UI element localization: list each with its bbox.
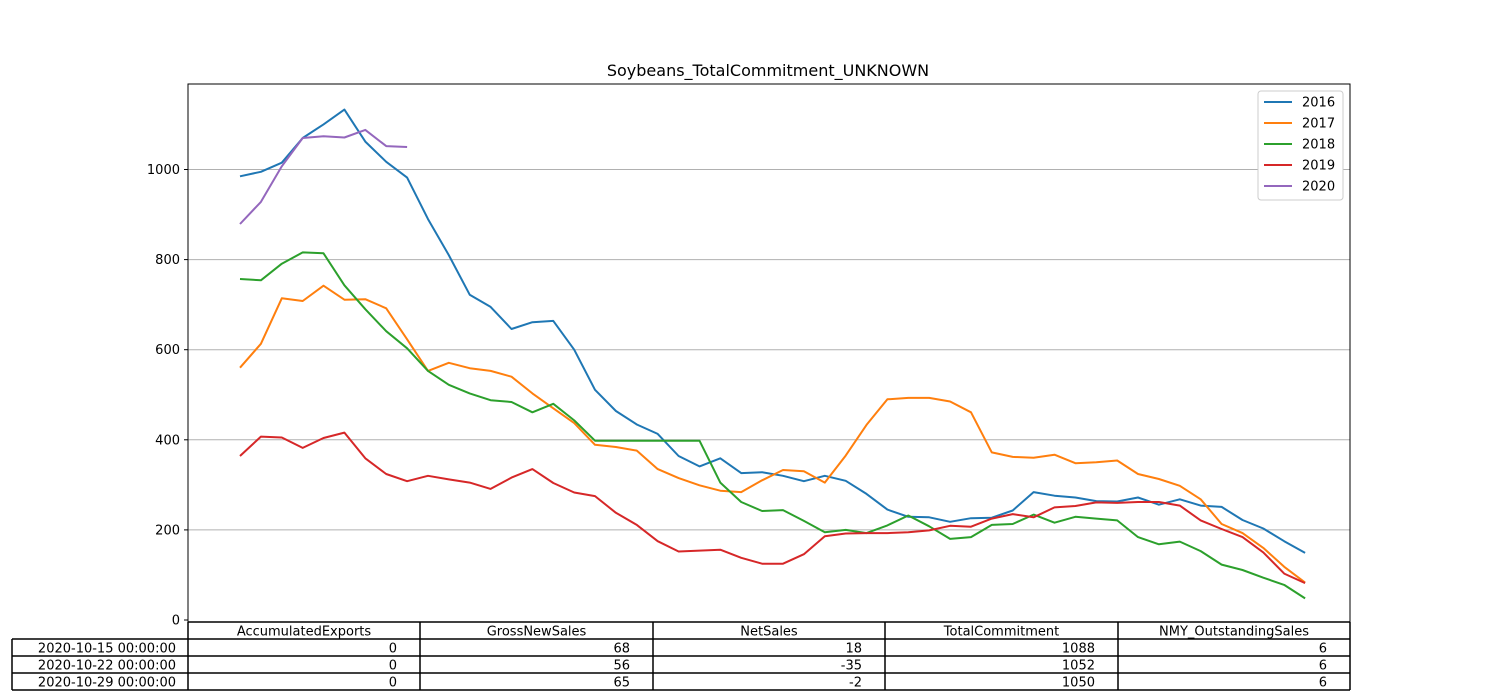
legend: 2016 2017 2018 2019 2020: [1257, 90, 1344, 201]
y-tick-label: 400: [155, 433, 180, 448]
table-cell: -2: [849, 676, 862, 691]
table-cell: 0: [389, 676, 397, 691]
legend-label-2019: 2019: [1302, 159, 1335, 174]
table-cell: 1052: [1062, 659, 1095, 674]
legend-label-2016: 2016: [1302, 96, 1335, 111]
legend-label-2017: 2017: [1302, 117, 1335, 132]
data-table: AccumulatedExports GrossNewSales NetSales T…: [11, 621, 1351, 691]
y-tick-label: 0: [172, 614, 180, 629]
y-tick-label: 800: [155, 253, 180, 268]
table-cell: 6: [1319, 676, 1327, 691]
y-tick-label: 1000: [147, 163, 180, 178]
table-cell: 1088: [1062, 642, 1095, 657]
table-cell: 65: [613, 676, 630, 691]
table-cell: 6: [1319, 659, 1327, 674]
table-row-label: 2020-10-29 00:00:00: [38, 676, 176, 691]
series-lines: [239, 108, 1306, 600]
table-row-label: 2020-10-22 00:00:00: [38, 659, 176, 674]
y-axis-ticks: 0 200 400 600 800 1000: [147, 163, 188, 629]
table-column-header: NMY_OutstandingSales: [1159, 625, 1309, 640]
grid-lines: [188, 169, 1350, 531]
table-cell: 56: [613, 659, 630, 674]
series-line-2019: [239, 431, 1306, 585]
table-column-header: AccumulatedExports: [237, 625, 372, 640]
table-cell: 6: [1319, 642, 1327, 657]
legend-label-2018: 2018: [1302, 138, 1335, 153]
table-column-header: GrossNewSales: [487, 625, 587, 640]
legend-frame: [1257, 90, 1344, 201]
table-cell: -35: [841, 659, 862, 674]
series-line-2018: [239, 251, 1306, 600]
table-cell: 0: [389, 659, 397, 674]
legend-label-2020: 2020: [1302, 180, 1335, 195]
series-line-2020: [239, 128, 408, 225]
series-line-2016: [239, 108, 1306, 554]
table-cell: 0: [389, 642, 397, 657]
table-column-header: NetSales: [740, 625, 798, 640]
table-cell: 1050: [1062, 676, 1095, 691]
series-line-2017: [239, 284, 1306, 584]
chart-title: Soybeans_TotalCommitment_UNKNOWN: [607, 61, 929, 81]
table-column-header: TotalCommitment: [943, 625, 1059, 640]
table-cell: 18: [845, 642, 862, 657]
table-cell: 68: [613, 642, 630, 657]
table-row-label: 2020-10-15 00:00:00: [38, 642, 176, 657]
y-tick-label: 200: [155, 523, 180, 538]
y-tick-label: 600: [155, 343, 180, 358]
